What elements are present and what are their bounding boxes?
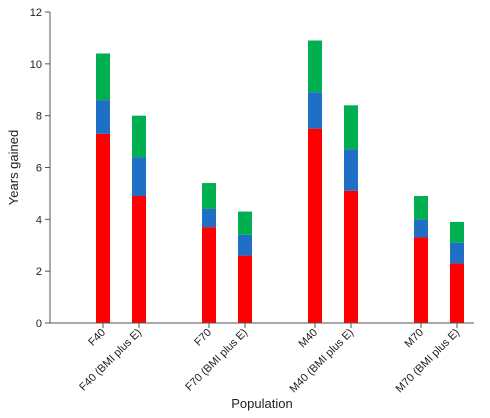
y-tick-label: 0: [36, 318, 42, 330]
y-tick-label: 10: [30, 59, 42, 71]
bar-segment-1-3: [96, 53, 110, 101]
y-tick-label: 8: [36, 111, 42, 123]
bar-segment-2-1: [132, 196, 146, 323]
bar-segment-2-2: [132, 157, 146, 197]
bar-segment-4-2: [238, 234, 252, 256]
bar-segment-3-1: [202, 227, 216, 323]
bar-segment-7-1: [414, 237, 428, 323]
y-tick-label: 12: [30, 7, 42, 19]
bar-segment-4-1: [238, 255, 252, 323]
y-tick-label: 6: [36, 163, 42, 175]
bar-segment-5-3: [308, 40, 322, 93]
y-tick-label: 2: [36, 266, 42, 278]
x-tick-label: M70 (BMI plus E): [394, 327, 463, 396]
x-tick-label: F40 (BMI plus E): [77, 327, 144, 394]
x-tick-label: F70 (BMI plus E): [183, 327, 250, 394]
x-tick-label: F40: [86, 327, 108, 349]
y-tick-label: 4: [36, 214, 42, 226]
x-tick-label: M40 (BMI plus E): [288, 327, 357, 396]
bar-segment-6-3: [344, 105, 358, 150]
bar-segment-1-1: [96, 133, 110, 323]
axes-layer: [49, 12, 474, 324]
bar-segment-5-1: [308, 128, 322, 323]
x-tick-label: F70: [192, 327, 214, 349]
bar-segment-6-2: [344, 149, 358, 191]
bar-segment-3-3: [202, 183, 216, 209]
bar-segment-8-1: [450, 263, 464, 323]
bar-segment-2-3: [132, 115, 146, 158]
y-ticks: 0 2 4 6 8 10 12: [30, 7, 50, 330]
bar-segment-6-1: [344, 190, 358, 323]
bar-segment-3-2: [202, 208, 216, 228]
bars-layer: [96, 40, 464, 323]
bar-segment-8-2: [450, 242, 464, 264]
bar-segment-7-3: [414, 196, 428, 220]
bar-segment-4-3: [238, 211, 252, 235]
bar-segment-1-2: [96, 100, 110, 134]
x-tick-label: M70: [402, 327, 426, 351]
y-axis-title: Years gained: [6, 130, 21, 205]
bar-segment-8-3: [450, 221, 464, 243]
bar-segment-5-2: [308, 92, 322, 129]
x-tick-label: M40: [296, 327, 320, 351]
bar-segment-7-2: [414, 219, 428, 238]
x-axis-title: Population: [231, 396, 292, 411]
